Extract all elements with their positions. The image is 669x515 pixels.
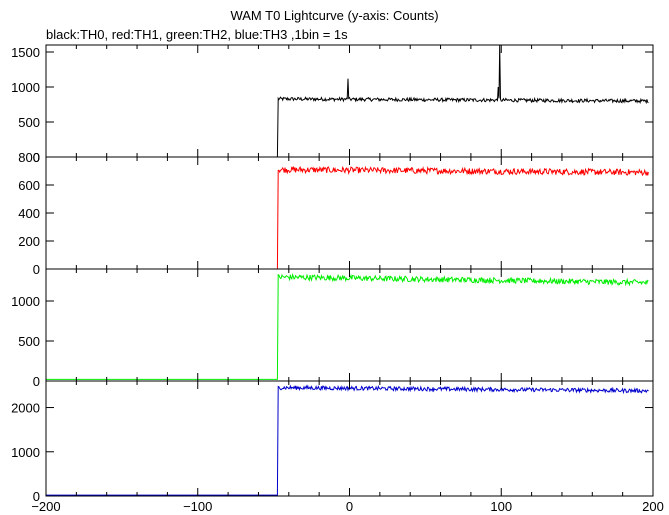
y-tick-label: 0 bbox=[33, 262, 40, 277]
y-tick-label: 600 bbox=[18, 178, 40, 193]
y-tick-label: 800 bbox=[18, 150, 40, 165]
x-tick-label: 200 bbox=[642, 499, 664, 514]
y-tick-label: 500 bbox=[18, 115, 40, 130]
y-tick-label: 1500 bbox=[11, 45, 40, 60]
x-tick-label: 0 bbox=[346, 499, 353, 514]
y-tick-label: 1000 bbox=[11, 294, 40, 309]
y-tick-label: 400 bbox=[18, 206, 40, 221]
y-tick-label: 2000 bbox=[11, 401, 40, 416]
x-tick-label: −200 bbox=[31, 499, 60, 514]
series-line-th1 bbox=[46, 165, 649, 270]
x-tick-label: 100 bbox=[490, 499, 512, 514]
series-line-th2 bbox=[46, 272, 649, 380]
y-tick-label: 0 bbox=[33, 374, 40, 389]
y-tick-label: 200 bbox=[18, 234, 40, 249]
y-tick-label: 0 bbox=[33, 489, 40, 504]
y-tick-label: 1000 bbox=[11, 80, 40, 95]
panel-frame-th2 bbox=[45, 268, 654, 382]
y-tick-label: 500 bbox=[18, 334, 40, 349]
y-tick-label: 1000 bbox=[11, 445, 40, 460]
y-tick-label: 0 bbox=[33, 150, 40, 165]
series-line-th3 bbox=[46, 384, 649, 496]
series-line-th0 bbox=[46, 44, 649, 158]
panel-frame-th3 bbox=[45, 380, 654, 497]
chart-subtitle: black:TH0, red:TH1, green:TH2, blue:TH3 … bbox=[46, 27, 348, 42]
x-tick-label: −100 bbox=[183, 499, 212, 514]
chart-title: WAM T0 Lightcurve (y-axis: Counts) bbox=[230, 8, 439, 23]
